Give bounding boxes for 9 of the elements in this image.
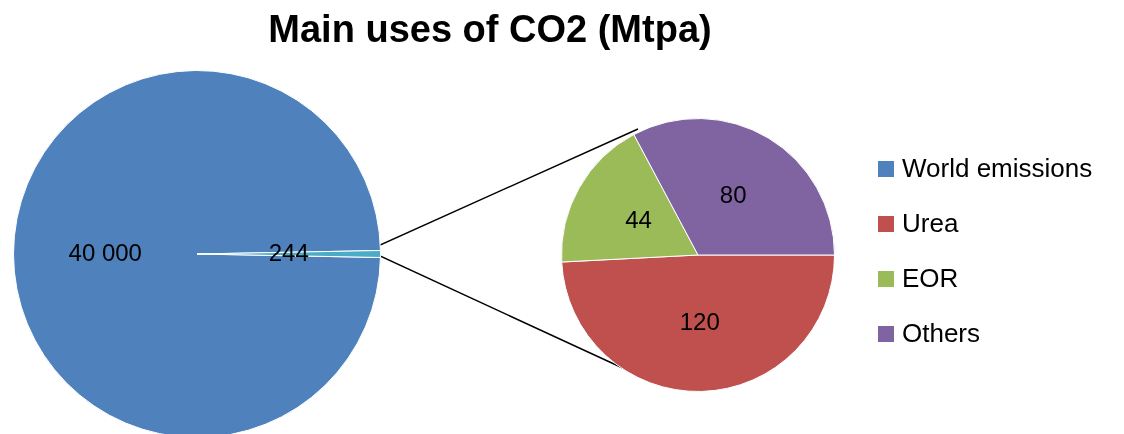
legend-label: World emissions — [902, 153, 1093, 184]
data-label: 40 000 — [68, 238, 142, 266]
legend-label: Urea — [902, 208, 959, 239]
chart-title: Main uses of CO2 (Mtpa) — [267, 8, 713, 51]
data-label: 120 — [679, 307, 720, 335]
data-label: 44 — [625, 206, 652, 234]
legend-label: EOR — [902, 263, 959, 294]
legend-label: Others — [902, 318, 981, 349]
data-label: 80 — [719, 181, 747, 209]
